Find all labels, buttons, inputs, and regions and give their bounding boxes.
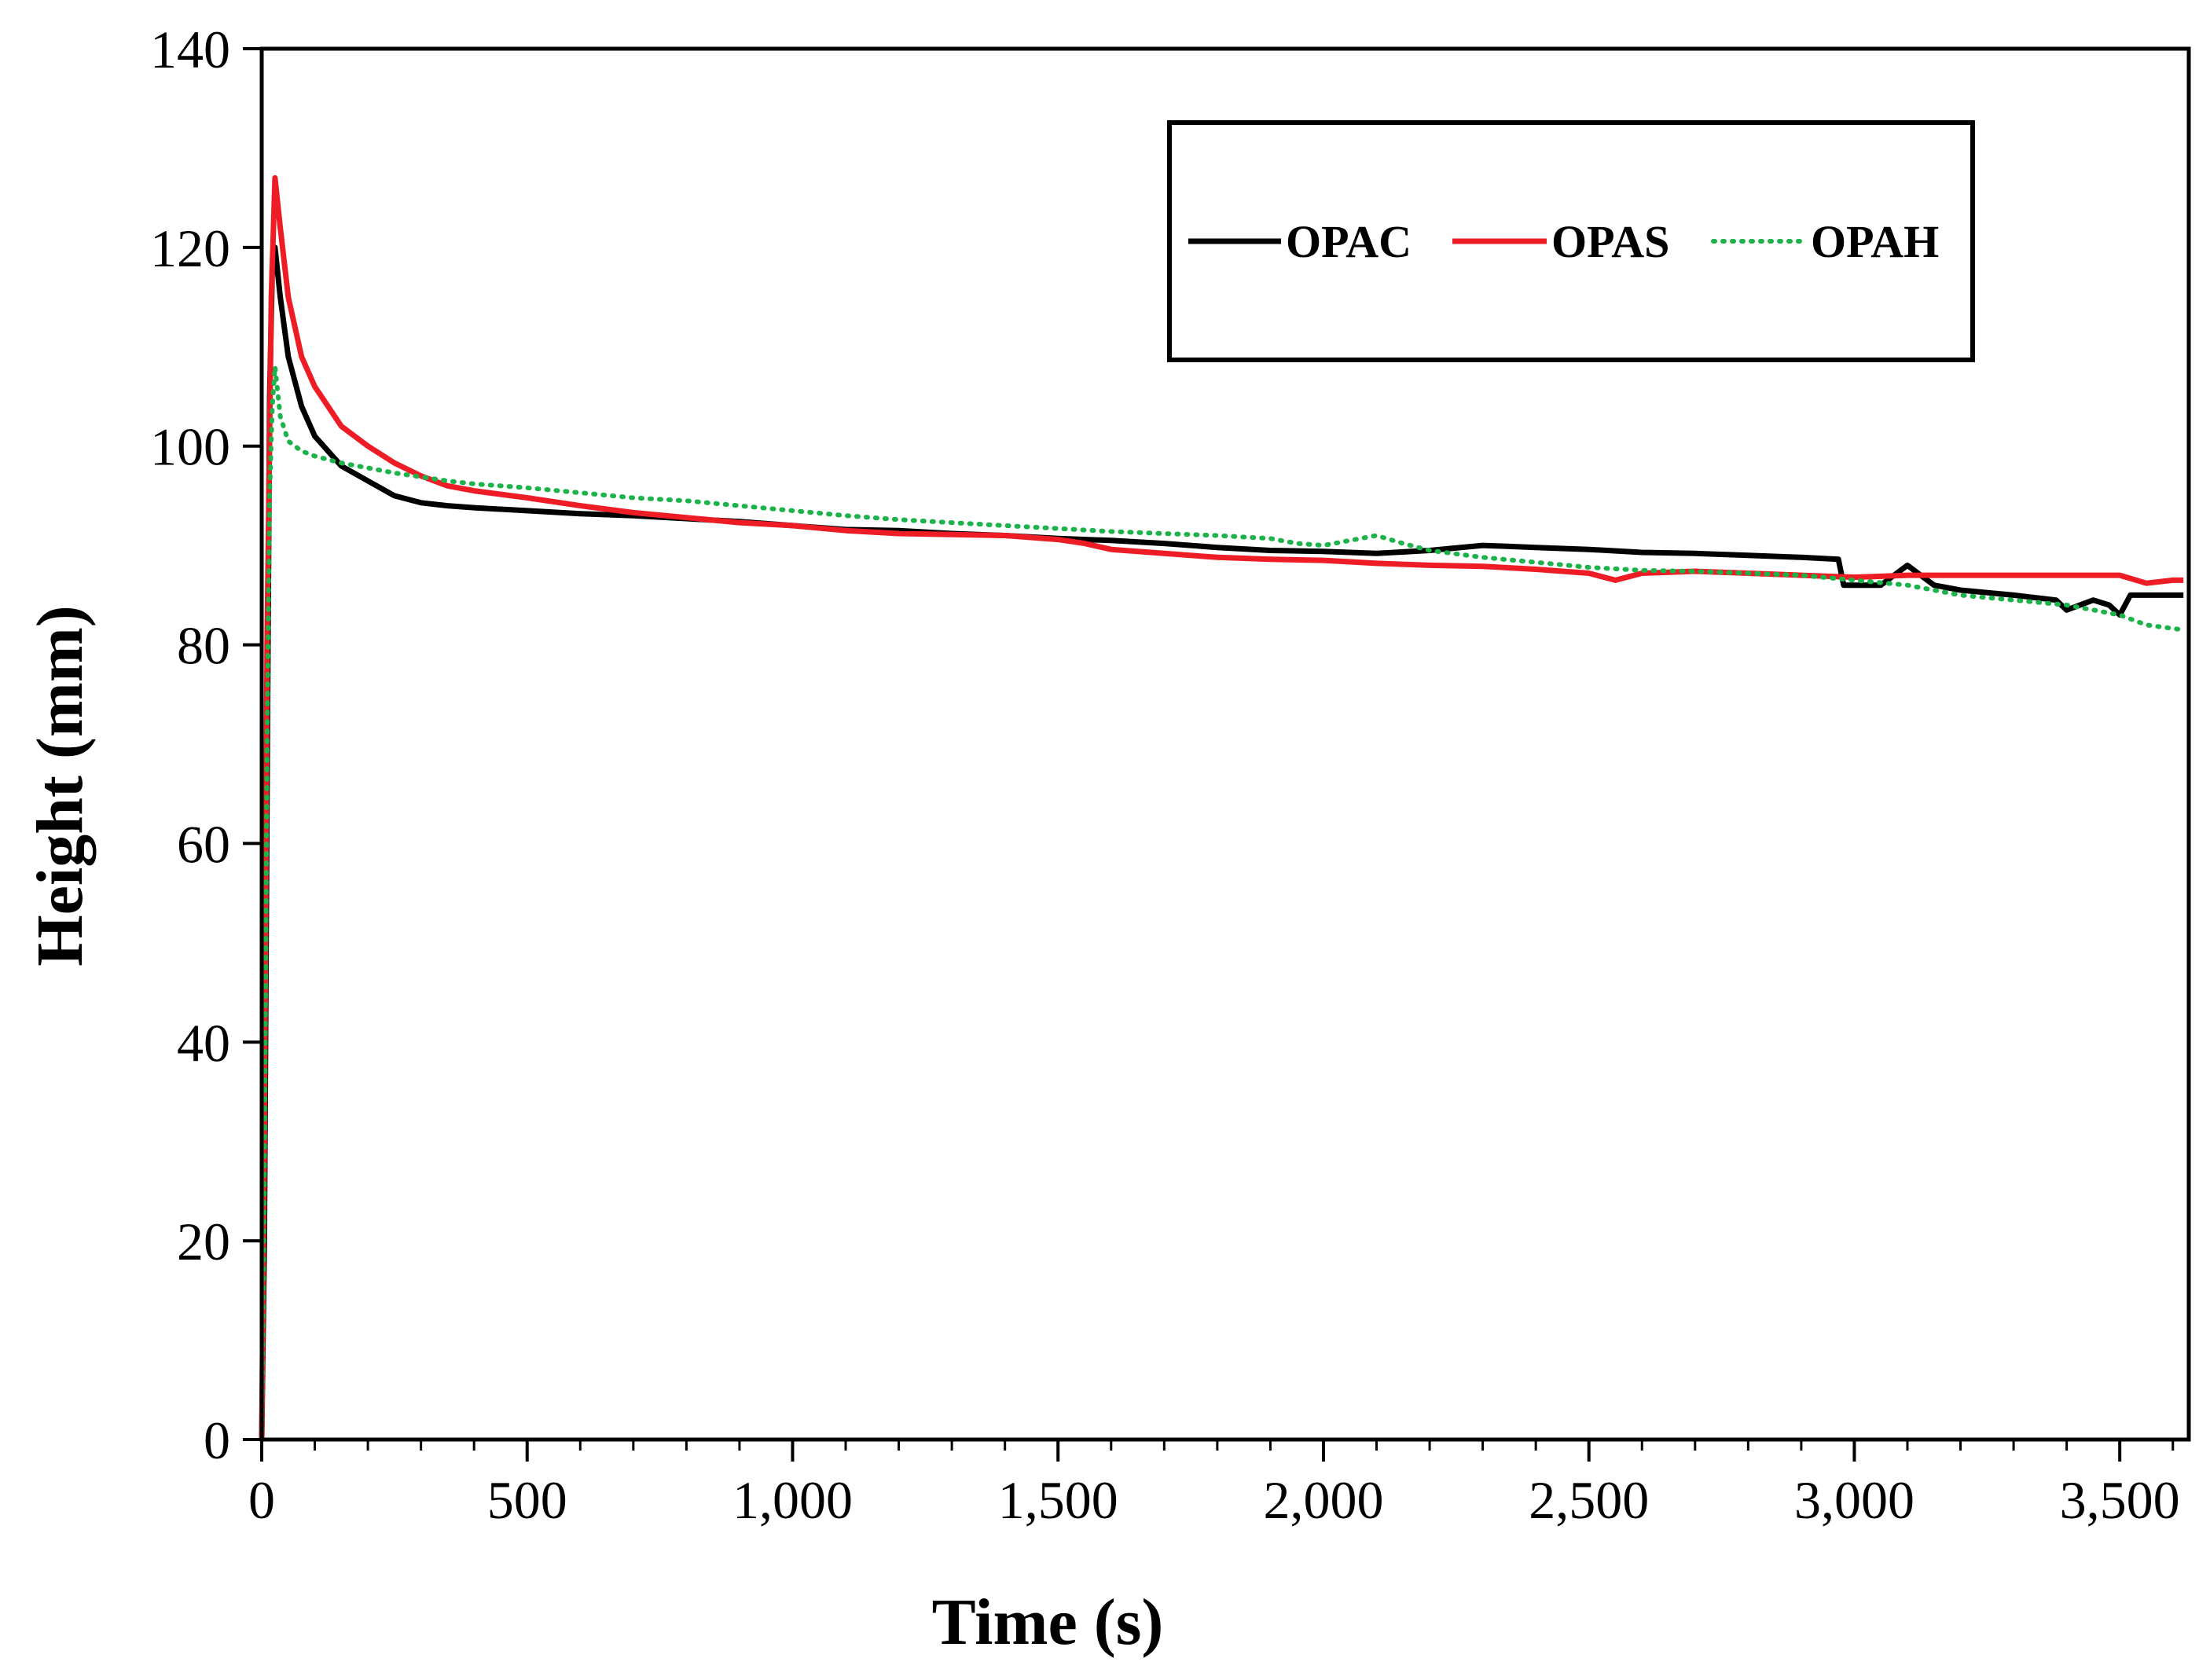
series-layer — [259, 174, 2186, 1442]
y-tick-label: 140 — [150, 20, 230, 79]
legend: OPAC OPAS OPAH — [1167, 120, 1975, 362]
x-tick-label: 1,500 — [998, 1470, 1118, 1530]
series-line-opac — [259, 244, 2184, 1440]
plot-frame — [259, 46, 2191, 1442]
y-tick-label: 40 — [177, 1013, 230, 1073]
x-tick-label: 0 — [248, 1470, 275, 1530]
x-tick-label: 1,000 — [732, 1470, 853, 1530]
y-tick-label: 100 — [150, 417, 230, 477]
y-axis-title: Height (mm) — [24, 605, 97, 967]
x-tick-label: 3,500 — [2060, 1470, 2180, 1530]
legend-box — [1167, 120, 1975, 362]
legend-label-opah: OPAH — [1811, 216, 1939, 267]
y-tick-label: 80 — [177, 616, 230, 676]
series-line-opah — [259, 364, 2186, 1442]
x-tick-label: 2,000 — [1263, 1470, 1383, 1530]
x-axis-title: Time (s) — [932, 1586, 1164, 1659]
x-tick-label: 3,000 — [1794, 1470, 1914, 1530]
legend-label-opas: OPAS — [1551, 216, 1669, 267]
y-tick-label: 60 — [177, 814, 230, 874]
x-tick-label: 2,500 — [1529, 1470, 1649, 1530]
axis-layer: 0 500 1,000 1,500 2,000 2,500 3,000 3,500 0 20 40 6… — [150, 20, 2180, 1530]
series-line-opas — [259, 174, 2184, 1440]
y-tick-label: 20 — [177, 1212, 230, 1271]
x-tick-label: 500 — [487, 1470, 567, 1530]
y-tick-label: 120 — [150, 218, 230, 278]
y-tick-label: 0 — [204, 1410, 230, 1470]
legend-label-opac: OPAC — [1286, 216, 1412, 267]
